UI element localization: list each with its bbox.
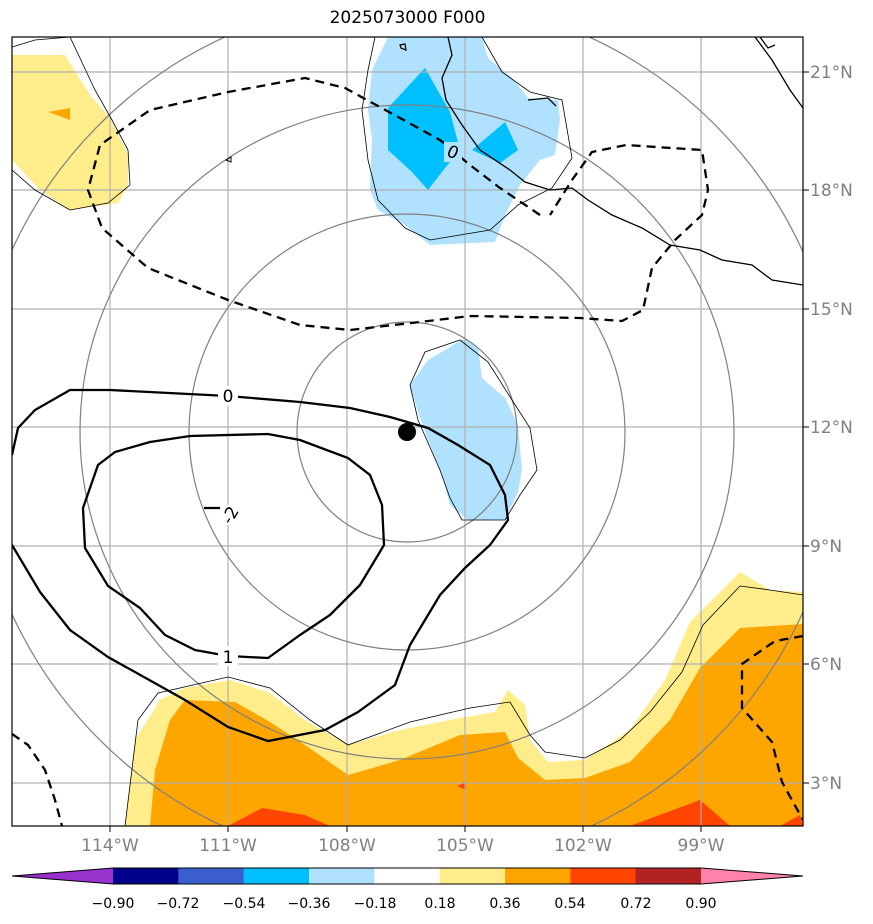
colorbar-tick-label: 0.54 [554, 896, 585, 912]
lat-label: 3°N [810, 774, 842, 794]
colorbar-cells [12, 868, 803, 884]
strong-positive-speck-southeast [780, 815, 803, 826]
contour-dashed-southeast [740, 634, 803, 821]
strong-positive-patch-south [228, 808, 330, 826]
lat-label: 21°N [810, 63, 853, 83]
colorbar-outline [11, 867, 804, 885]
coastlines [224, 37, 803, 286]
lat-label: 9°N [810, 537, 842, 557]
positive-anomaly-patch-northwest [12, 55, 128, 210]
colorbar-tick-label: −0.72 [157, 896, 200, 912]
contour-zero-dashed [86, 76, 710, 332]
lon-label: 108°W [318, 836, 376, 856]
colorbar-tick-label: 0.72 [620, 896, 651, 912]
contour-dashed-southwest [12, 733, 64, 826]
contour-label-zero-solid: 0 [223, 387, 234, 407]
coastline-inlet [527, 97, 557, 107]
strong-negative-patch-north [388, 68, 460, 190]
island-speck-west [224, 156, 232, 163]
lat-label: 12°N [810, 418, 853, 438]
colorbar-tick-label: 0.18 [424, 896, 455, 912]
island-speck [399, 43, 407, 51]
colorbar-tick-label: −0.54 [223, 896, 266, 912]
storm-center-marker [398, 423, 416, 441]
contour-one-solid [81, 432, 386, 660]
colorbar-tick-label: −0.90 [92, 896, 135, 912]
thin-contours [12, 37, 803, 826]
coastline-mexico [441, 37, 803, 286]
tick-marks [109, 71, 809, 832]
strong-positive-speck-south [457, 782, 466, 790]
lon-label: 105°W [436, 836, 494, 856]
colorbar-cell [309, 868, 375, 884]
contour-labels: 0 0 -2 1 [218, 142, 462, 668]
plot-frame [11, 36, 804, 827]
colorbar-tick-label: −0.36 [288, 896, 331, 912]
colorbar-cell [439, 868, 506, 884]
colorbar-tick-label: 0.90 [685, 896, 716, 912]
colorbar-cell [570, 868, 637, 884]
colorbar: −0.90 −0.72 −0.54 −0.36 −0.18 0.18 0.36 … [11, 867, 804, 912]
dashed-contours [12, 76, 803, 826]
latitude-labels: 21°N 18°N 15°N 12°N 9°N 6°N 3°N [810, 63, 853, 794]
lat-lon-grid [12, 37, 803, 826]
colorbar-tick-label: 0.36 [489, 896, 520, 912]
lat-label: 6°N [810, 655, 842, 675]
lon-label: 111°W [199, 836, 257, 856]
strong-positive-patch-southeast [630, 800, 730, 826]
lat-label: 15°N [810, 300, 853, 320]
filled-anomaly-fields [12, 37, 803, 826]
coastline-mexico-north [754, 37, 803, 109]
longitude-labels: 114°W 111°W 108°W 105°W 102°W 99°W [81, 836, 725, 856]
lat-label: 18°N [810, 181, 853, 201]
lon-label: 99°W [678, 836, 725, 856]
contour-zero-solid [12, 388, 510, 743]
colorbar-cell [505, 868, 571, 884]
orange-speck-northwest [48, 108, 70, 120]
colorbar-cell [178, 868, 245, 884]
range-rings [12, 37, 803, 826]
colorbar-extension-low [12, 868, 113, 884]
map-plot-area: 0 0 -2 1 [12, 37, 803, 826]
coastline-mexico-north-inlet [759, 37, 776, 49]
colorbar-cell [113, 868, 179, 884]
lon-label: 102°W [554, 836, 612, 856]
map-title: 2025073000 F000 [329, 8, 486, 28]
colorbar-tick-label: −0.18 [354, 896, 397, 912]
contour-label-one: 1 [223, 648, 234, 668]
colorbar-cell [374, 868, 441, 884]
negative-anomaly-patch-central [410, 338, 522, 520]
colorbar-cell [635, 868, 702, 884]
colorbar-tick-labels: −0.90 −0.72 −0.54 −0.36 −0.18 0.18 0.36 … [92, 896, 717, 912]
lon-label: 114°W [81, 836, 139, 856]
positive-anomaly-patch-south-orange [150, 624, 803, 826]
colorbar-cell [243, 868, 310, 884]
colorbar-extension-high [701, 868, 803, 884]
